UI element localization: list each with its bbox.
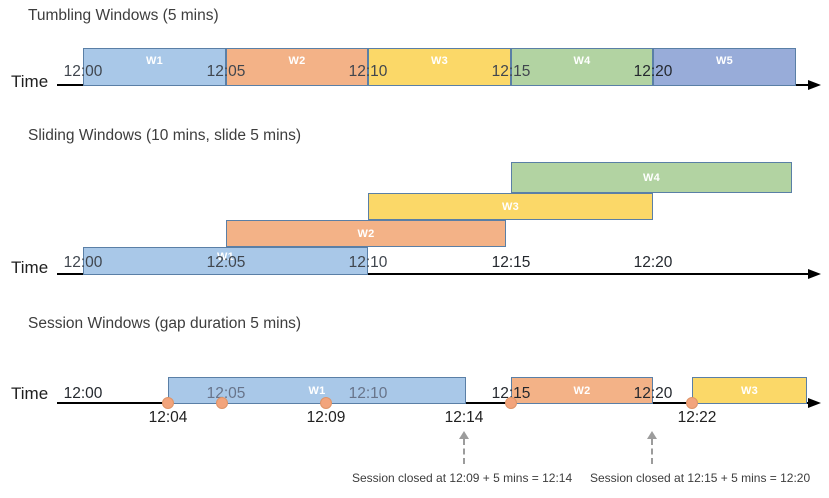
time-axis-label: Time — [11, 72, 49, 91]
sliding-window-w1: W1 — [83, 247, 368, 275]
arrow-up-icon — [459, 431, 469, 439]
window-label: W2 — [288, 55, 306, 67]
window-label: W1 — [216, 251, 235, 263]
window-label: W4 — [642, 171, 661, 184]
tumbling-window-w4: W4 — [511, 48, 653, 86]
tick-label: 12:00 — [63, 63, 103, 80]
axis-arrowhead-icon — [808, 80, 821, 90]
time-axis — [57, 273, 810, 275]
session-section-title: Session Windows (gap duration 5 mins) — [28, 315, 302, 332]
tumbling-window-w2: W2 — [226, 48, 368, 86]
window-label: W1 — [308, 384, 326, 397]
event-dot — [505, 397, 517, 409]
event-time-label: 12:09 — [306, 409, 346, 426]
window-label: W2 — [357, 227, 375, 240]
sliding-window-w4: W4 — [511, 162, 792, 193]
event-dot — [162, 397, 174, 409]
tumbling-window-w5: W5 — [653, 48, 796, 86]
axis-arrowhead-icon — [808, 398, 821, 408]
session-closed-annotation: Session closed at 12:15 + 5 mins = 12:20 — [590, 471, 811, 485]
window-label: W1 — [145, 55, 164, 67]
window-label: W3 — [501, 200, 520, 213]
window-label: W3 — [740, 384, 759, 397]
event-dot — [216, 397, 228, 409]
event-dot — [320, 397, 332, 409]
tick-label: 12:00 — [63, 254, 103, 271]
dashed-callout-line — [651, 439, 653, 464]
window-label: W3 — [430, 55, 449, 67]
session-window-w3: W3 — [692, 377, 807, 404]
tick-label: 12:15 — [491, 63, 531, 80]
sliding-section-title: Sliding Windows (10 mins, slide 5 mins) — [28, 127, 302, 144]
tick-label: 12:20 — [633, 385, 673, 402]
arrow-up-icon — [647, 431, 657, 439]
axis-arrowhead-icon — [808, 269, 821, 279]
tumbling-window-w3: W3 — [368, 48, 511, 86]
tick-label: 12:20 — [633, 63, 673, 80]
tick-label: 12:10 — [348, 63, 388, 80]
tumbling-window-w1: W1 — [83, 48, 226, 86]
event-time-label: 12:22 — [677, 409, 717, 426]
time-axis-label: Time — [11, 258, 49, 277]
window-label: W5 — [715, 55, 734, 67]
tick-label: 12:05 — [206, 254, 246, 271]
tick-label: 12:15 — [491, 254, 531, 271]
dashed-callout-line — [463, 439, 465, 464]
tick-label: 12:05 — [206, 385, 246, 402]
sliding-window-w2: W2 — [226, 220, 506, 247]
event-time-label: 12:14 — [444, 409, 484, 426]
tick-label: 12:10 — [348, 385, 388, 402]
window-label: W2 — [573, 384, 591, 397]
sliding-window-w3: W3 — [368, 193, 653, 220]
tick-label: 12:20 — [633, 254, 673, 271]
tumbling-section-title: Tumbling Windows (5 mins) — [28, 7, 219, 24]
event-time-label: 12:04 — [148, 409, 188, 426]
session-closed-annotation: Session closed at 12:09 + 5 mins = 12:14 — [352, 471, 573, 485]
tick-label: 12:00 — [63, 385, 103, 402]
tick-label: 12:15 — [491, 385, 531, 402]
window-label: W4 — [573, 55, 591, 67]
tick-label: 12:10 — [348, 254, 388, 271]
session-window-w2: W2 — [511, 377, 653, 404]
event-dot — [686, 397, 698, 409]
tick-label: 12:05 — [206, 63, 246, 80]
time-axis-label: Time — [11, 384, 49, 403]
